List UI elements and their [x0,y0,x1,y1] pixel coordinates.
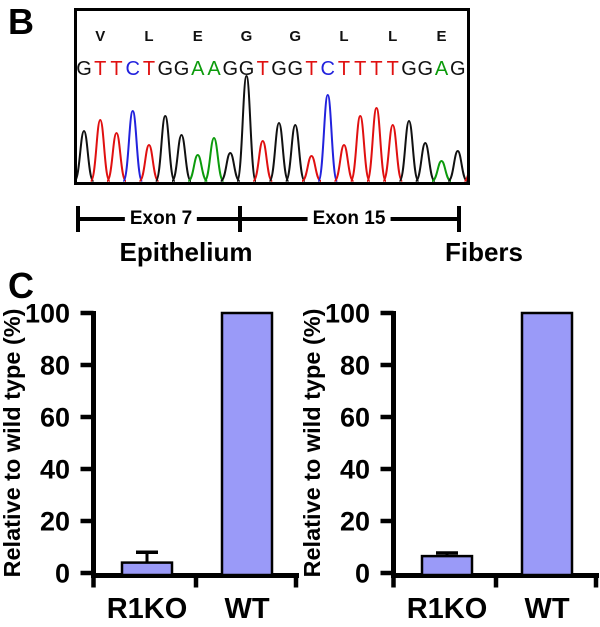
amino-acid-letter: L [339,28,348,45]
nucleotide-letter: G [77,58,92,80]
x-category-label: WT [524,593,569,625]
nucleotide-letter: T [387,58,399,80]
nucleotide-letter: T [338,58,350,80]
y-tick-label: 100 [325,299,370,329]
trace-peak-g [268,122,290,182]
trace-peak-t [333,144,355,182]
trace-peak-g [77,130,95,182]
nucleotide-letter: T [143,58,155,80]
trace-peak-g [236,75,257,182]
nucleotide-letter: A [435,58,449,80]
amino-acid-letter: G [241,28,253,45]
nucleotide-letter: T [257,58,269,80]
trace-peak-t [301,155,322,182]
y-axis-label: Relative to wild type (%) [300,309,325,578]
nucleotide-letter: A [207,58,221,80]
fibers-title: Fibers [444,237,524,267]
exon-bracket-line [78,217,460,221]
trace-peak-g [220,152,241,182]
nucleotide-letter: T [354,58,366,80]
amino-acid-letter: E [436,28,446,45]
nucleotide-letter: G [157,58,173,80]
trace-peak-t [349,115,371,182]
y-tick-label: 60 [340,403,370,433]
trace-peak-t [89,119,111,182]
y-tick-label: 100 [25,299,70,329]
exon7-label: Exon 7 [124,208,198,230]
trace-peak-c [317,94,339,182]
nucleotide-letter: T [110,58,122,80]
trace-peak-t [106,132,127,182]
x-category-label: R1KO [407,593,488,625]
trace-peak-t [138,144,160,182]
amino-acid-letter: G [289,28,301,45]
amino-acid-letter: L [144,28,153,45]
nucleotide-letter: G [222,58,238,80]
y-tick-label: 20 [40,507,70,537]
y-tick-label: 0 [355,559,370,589]
nucleotide-letter: G [239,58,255,80]
nucleotide-letter: T [94,58,106,80]
exon-bracket: Exon 7 Exon 15 [76,204,462,234]
trace-peak-g [447,150,467,182]
exon15-label: Exon 15 [307,208,391,230]
trace-peak-g [154,115,176,182]
nucleotide-letter: T [370,58,382,80]
trace-peak-t [366,107,387,182]
nucleotide-letter: A [191,58,205,80]
bar-r1ko [420,554,474,577]
trace-peak-a [203,137,225,182]
y-tick-label: 40 [340,455,370,485]
nucleotide-letter: G [287,58,303,80]
trace-peak-g [398,120,420,182]
y-tick-label: 20 [340,507,370,537]
trace-peak-g [414,142,436,182]
trace-peak-t [382,124,404,182]
nucleotide-letter: C [321,58,335,80]
trace-peak-t [252,140,274,182]
nucleotide-letter: T [305,58,317,80]
trace-peak-a [187,154,208,182]
y-tick-label: 60 [40,403,70,433]
nucleotide-letter: G [450,58,466,80]
exon-bracket-tick-right [457,206,461,232]
bar-chart-epithelium: 0 20 40 60 80 100 R1KO WT Relative to wild type … [0,299,299,625]
nucleotide-letter: C [126,58,140,80]
exon-bracket-tick-left [76,206,80,232]
chromatogram-svg: V L E G G L L EG T T C T G G A A G G T G G T C T T T T G G A G [77,28,467,182]
amino-acid-letter: L [388,28,397,45]
trace-peak-g [171,134,192,182]
trace-peak-a [431,160,452,182]
y-tick-label: 80 [40,351,70,381]
bar-chart-fibers: 0 20 40 60 80 100 R1KO WT Relative to wild type … [300,299,599,625]
panel-c-label: C [8,265,34,306]
nucleotide-letter: G [271,58,287,80]
trace-peak-c [122,110,144,182]
trace-peak-g [284,124,306,182]
bar-wt [520,311,574,577]
epithelium-title: Epithelium [119,237,253,267]
nucleotide-letter: G [401,58,417,80]
y-tick-label: 80 [340,351,370,381]
y-tick-label: 0 [55,559,70,589]
y-tick-label: 40 [40,455,70,485]
x-category-label: WT [224,593,269,625]
bar-wt [220,311,274,577]
nucleotide-letter: G [174,58,190,80]
y-axis-label: Relative to wild type (%) [0,309,25,578]
amino-acid-letter: V [95,28,105,45]
x-category-label: R1KO [107,593,188,625]
exon-bracket-tick-middle [238,206,242,232]
nucleotide-letter: G [417,58,433,80]
amino-acid-letter: E [193,28,203,45]
panel-b-label: B [8,1,34,42]
bar-r1ko [120,561,174,577]
